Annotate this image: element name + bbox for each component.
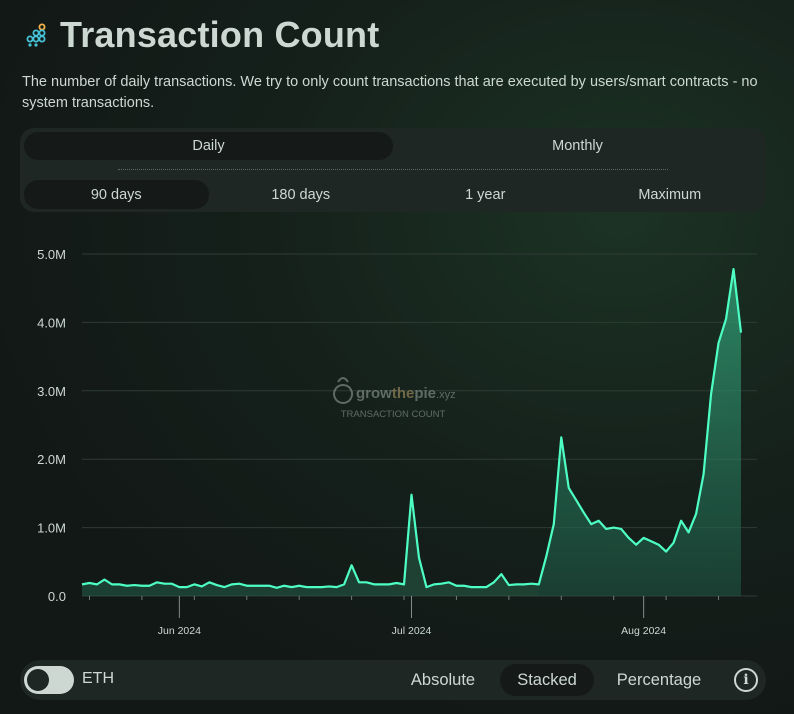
range-tabs: 90 days 180 days 1 year Maximum: [24, 180, 762, 209]
tab-monthly[interactable]: Monthly: [552, 138, 603, 154]
mode-stacked[interactable]: Stacked: [500, 664, 594, 696]
tab-maximum[interactable]: Maximum: [638, 186, 702, 203]
info-icon[interactable]: i: [734, 668, 758, 692]
watermark-brand: grow: [356, 385, 392, 402]
header: Transaction Count: [24, 14, 379, 56]
growthepie-logo-icon: [333, 377, 354, 404]
y-tick-label: 5.0M: [37, 247, 66, 262]
tab-180-days[interactable]: 180 days: [271, 186, 331, 203]
y-tick-label: 3.0M: [37, 384, 66, 399]
y-tick-label: 2.0M: [37, 452, 66, 467]
x-axis: Jun 2024 Jul 2024 Aug 2024: [88, 596, 720, 637]
chart-controls: Daily Monthly 90 days 180 days 1 year Ma…: [20, 128, 766, 212]
watermark: growthepie.xyz TRANSACTION COUNT: [333, 377, 456, 420]
series-area-early: [82, 494, 539, 596]
transaction-count-icon: [26, 23, 46, 47]
page-title: Transaction Count: [60, 14, 380, 55]
x-tick-label: Jun 2024: [158, 625, 201, 637]
y-tick-label: 1.0M: [37, 521, 66, 536]
tab-90-days[interactable]: 90 days: [24, 180, 209, 209]
watermark-brand-tld: .xyz: [436, 389, 456, 401]
eth-toggle[interactable]: [24, 666, 74, 694]
tab-daily[interactable]: Daily: [24, 132, 393, 160]
page-description: The number of daily transactions. We try…: [22, 74, 758, 111]
series-area-recent: [538, 269, 741, 596]
y-axis-labels: 0.0 1.0M 2.0M 3.0M 4.0M 5.0M: [37, 247, 66, 604]
mode-percentage[interactable]: Percentage: [616, 670, 702, 689]
y-tick-label: 0.0: [48, 589, 66, 604]
divider: [118, 169, 668, 170]
chart-area: 0.0 1.0M 2.0M 3.0M 4.0M 5.0M growthepie.xyz T…: [0, 230, 794, 650]
y-tick-label: 4.0M: [37, 315, 66, 330]
eth-toggle-label: ETH: [82, 670, 114, 687]
transaction-count-chart[interactable]: 0.0 1.0M 2.0M 3.0M 4.0M 5.0M growthepie.xyz T…: [0, 230, 794, 650]
watermark-brand-pie: pie: [414, 385, 436, 402]
x-tick-label: Aug 2024: [621, 625, 666, 637]
mode-absolute[interactable]: Absolute: [410, 670, 476, 689]
watermark-subtitle: TRANSACTION COUNT: [341, 409, 446, 420]
svg-text:growthepie.xyz: growthepie.xyz: [356, 385, 456, 402]
tab-1-year[interactable]: 1 year: [465, 186, 506, 203]
series-line: [81, 267, 743, 589]
x-tick-label: Jul 2024: [392, 625, 432, 637]
series-layer: [81, 267, 743, 596]
bottom-bar: ETH Absolute Stacked Percentage i: [20, 660, 766, 700]
watermark-brand-the: the: [392, 385, 415, 402]
toggle-knob: [27, 669, 49, 691]
interval-tabs: Daily Monthly: [24, 132, 762, 160]
